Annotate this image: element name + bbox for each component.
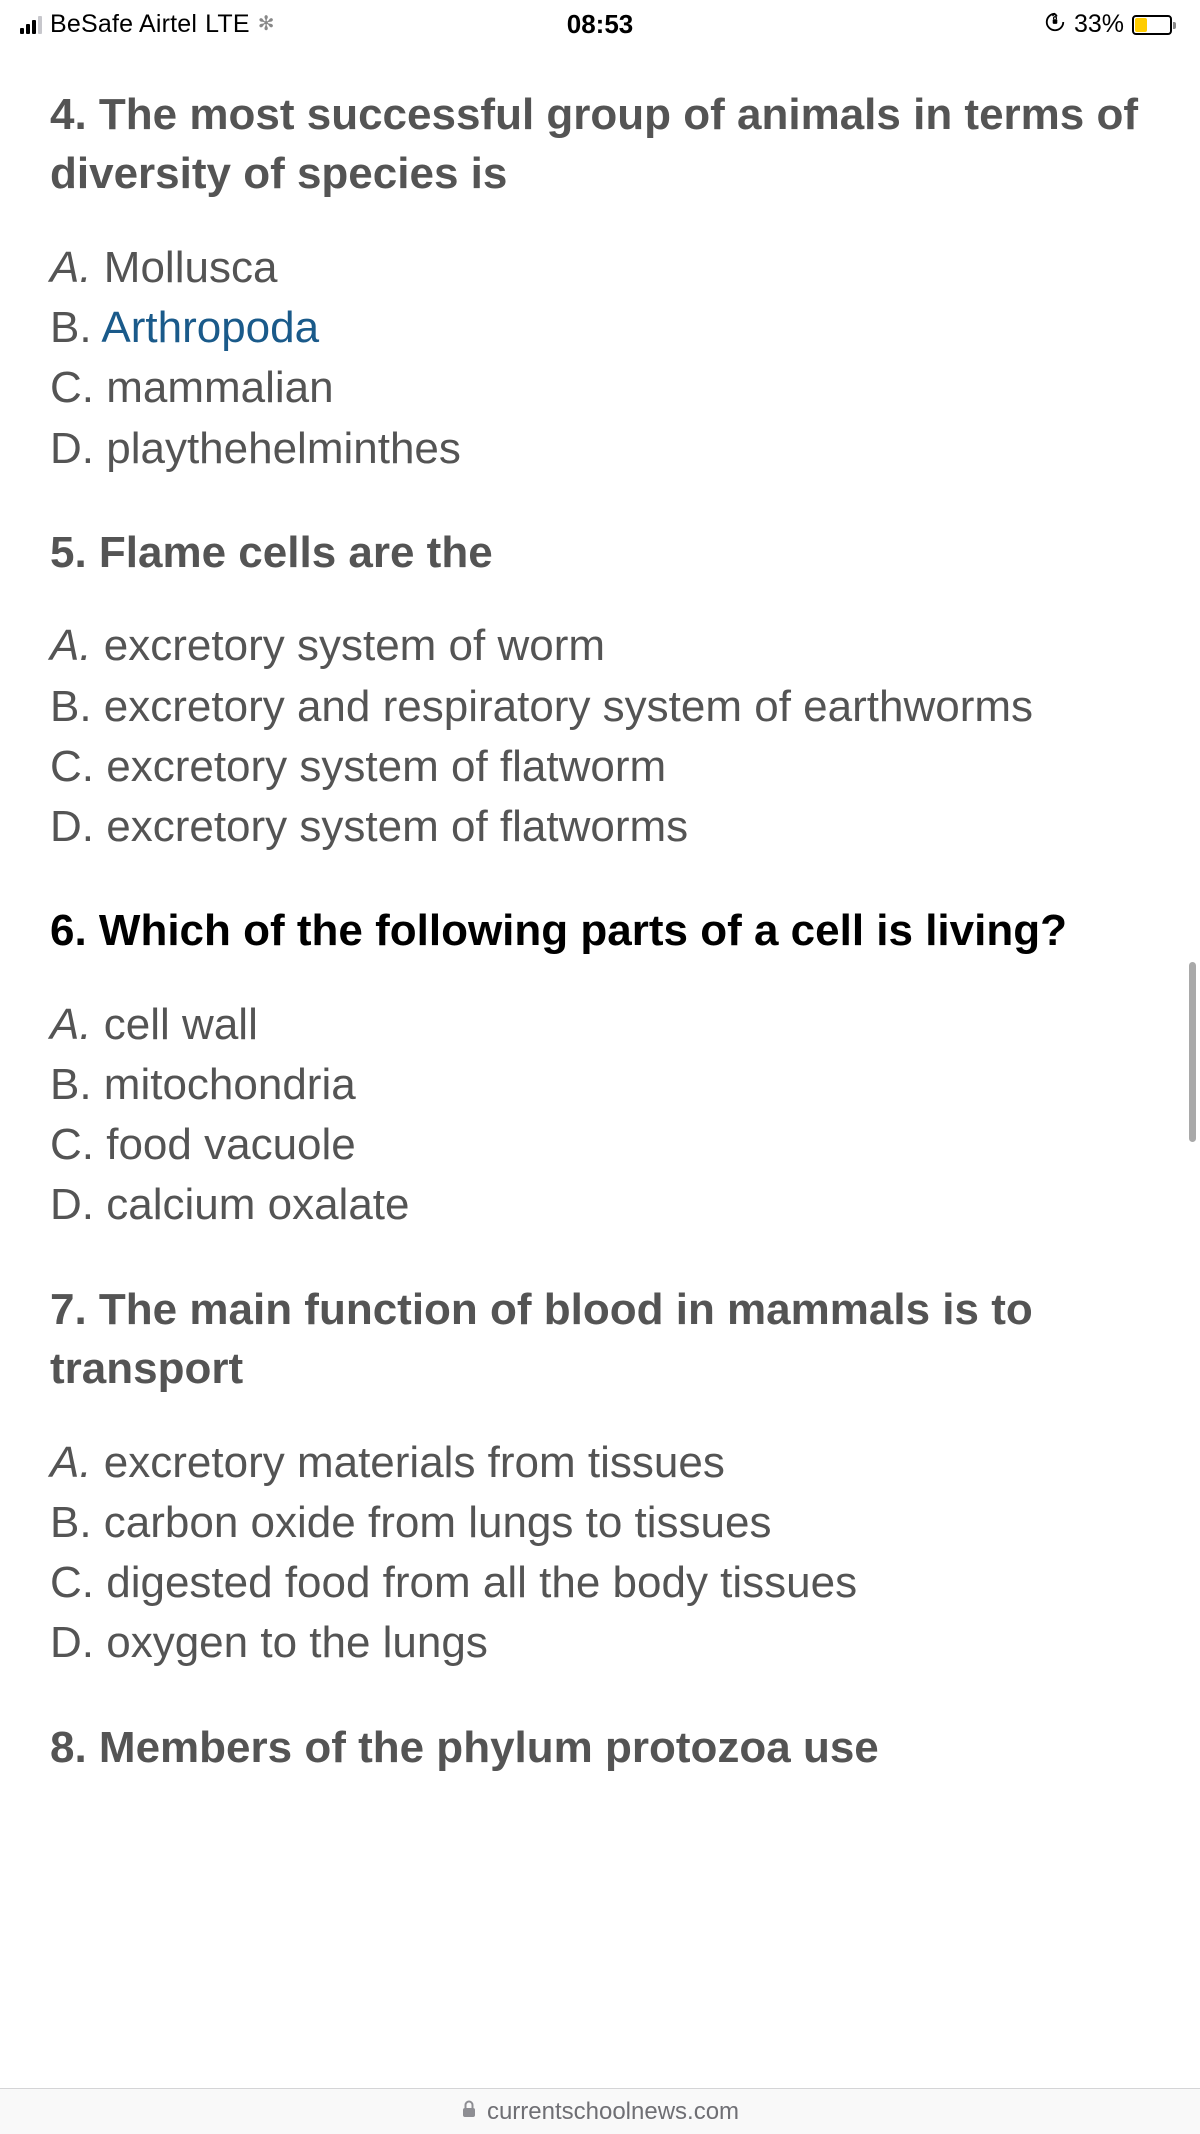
options-list: A. excretory materials from tissuesB. ca…	[50, 1433, 1150, 1674]
option-text: playthehelminthes	[106, 424, 461, 473]
option-item[interactable]: D. oxygen to the lungs	[50, 1613, 1150, 1673]
option-letter: A.	[50, 621, 104, 670]
question-title: 8. Members of the phylum protozoa use	[50, 1718, 1150, 1777]
option-letter: B.	[50, 682, 104, 731]
option-text: food vacuole	[106, 1120, 356, 1169]
option-item[interactable]: B. excretory and respiratory system of e…	[50, 677, 1150, 737]
option-text: Arthropoda	[101, 303, 319, 352]
status-left: BeSafe Airtel LTE	[20, 10, 278, 39]
fade-overlay	[0, 2068, 1200, 2088]
option-letter: A.	[50, 1000, 104, 1049]
question-block: 8. Members of the phylum protozoa use	[50, 1718, 1150, 1777]
option-letter: D.	[50, 1618, 106, 1667]
option-item[interactable]: C. digested food from all the body tissu…	[50, 1553, 1150, 1613]
option-text: oxygen to the lungs	[106, 1618, 488, 1667]
question-title: 6. Which of the following parts of a cel…	[50, 901, 1150, 960]
option-letter: C.	[50, 1120, 106, 1169]
option-letter: D.	[50, 1180, 106, 1229]
option-text: excretory system of flatworms	[106, 802, 688, 851]
orientation-lock-icon	[1044, 11, 1066, 39]
option-letter: B.	[50, 303, 101, 352]
option-item[interactable]: D. excretory system of flatworms	[50, 797, 1150, 857]
option-item[interactable]: A. Mollusca	[50, 238, 1150, 298]
option-letter: C.	[50, 1558, 106, 1607]
option-letter: D.	[50, 424, 106, 473]
question-title: 4. The most successful group of animals …	[50, 85, 1150, 204]
option-text: mammalian	[106, 363, 333, 412]
battery-fill	[1135, 18, 1147, 32]
carrier-label: BeSafe Airtel	[50, 10, 197, 39]
option-text: excretory materials from tissues	[104, 1438, 725, 1487]
option-item[interactable]: B. carbon oxide from lungs to tissues	[50, 1493, 1150, 1553]
options-list: A. excretory system of wormB. excretory …	[50, 616, 1150, 857]
option-item[interactable]: A. excretory materials from tissues	[50, 1433, 1150, 1493]
option-text: mitochondria	[104, 1060, 356, 1109]
option-text: Mollusca	[104, 243, 278, 292]
option-text: digested food from all the body tissues	[106, 1558, 857, 1607]
option-text: excretory system of worm	[104, 621, 605, 670]
option-text: cell wall	[104, 1000, 258, 1049]
option-letter: D.	[50, 802, 106, 851]
option-item[interactable]: B. Arthropoda	[50, 298, 1150, 358]
option-text: carbon oxide from lungs to tissues	[104, 1498, 772, 1547]
option-item[interactable]: A. excretory system of worm	[50, 616, 1150, 676]
domain-label: currentschoolnews.com	[487, 2098, 739, 2126]
battery-percent-label: 33%	[1074, 10, 1124, 39]
question-block: 4. The most successful group of animals …	[50, 85, 1150, 479]
question-block: 6. Which of the following parts of a cel…	[50, 901, 1150, 1235]
option-letter: B.	[50, 1060, 104, 1109]
option-item[interactable]: D. calcium oxalate	[50, 1175, 1150, 1235]
options-list: A. MolluscaB. ArthropodaC. mammalianD. p…	[50, 238, 1150, 479]
option-letter: A.	[50, 243, 104, 292]
status-right: 33%	[1044, 10, 1172, 39]
network-label: LTE	[205, 10, 250, 39]
question-block: 7. The main function of blood in mammals…	[50, 1280, 1150, 1674]
option-item[interactable]: C. mammalian	[50, 358, 1150, 418]
option-letter: B.	[50, 1498, 104, 1547]
browser-bottom-bar[interactable]: currentschoolnews.com	[0, 2088, 1200, 2134]
option-text: calcium oxalate	[106, 1180, 409, 1229]
question-title: 7. The main function of blood in mammals…	[50, 1280, 1150, 1399]
option-letter: C.	[50, 742, 106, 791]
battery-icon	[1132, 15, 1172, 35]
scroll-indicator[interactable]	[1189, 962, 1196, 1142]
loading-spinner-icon	[258, 15, 278, 35]
options-list: A. cell wallB. mitochondriaC. food vacuo…	[50, 995, 1150, 1236]
question-block: 5. Flame cells are the A. excretory syste…	[50, 523, 1150, 857]
option-letter: A.	[50, 1438, 104, 1487]
option-item[interactable]: D. playthehelminthes	[50, 419, 1150, 479]
option-item[interactable]: B. mitochondria	[50, 1055, 1150, 1115]
lock-icon	[461, 2100, 477, 2123]
option-item[interactable]: C. food vacuole	[50, 1115, 1150, 1175]
option-item[interactable]: C. excretory system of flatworm	[50, 737, 1150, 797]
option-item[interactable]: A. cell wall	[50, 995, 1150, 1055]
option-text: excretory system of flatworm	[106, 742, 666, 791]
option-letter: C.	[50, 363, 106, 412]
option-text: excretory and respiratory system of eart…	[104, 682, 1033, 731]
clock-label: 08:53	[567, 9, 634, 40]
page-content[interactable]: 4. The most successful group of animals …	[0, 53, 1200, 1777]
question-title: 5. Flame cells are the	[50, 523, 1150, 582]
signal-icon	[20, 16, 42, 34]
